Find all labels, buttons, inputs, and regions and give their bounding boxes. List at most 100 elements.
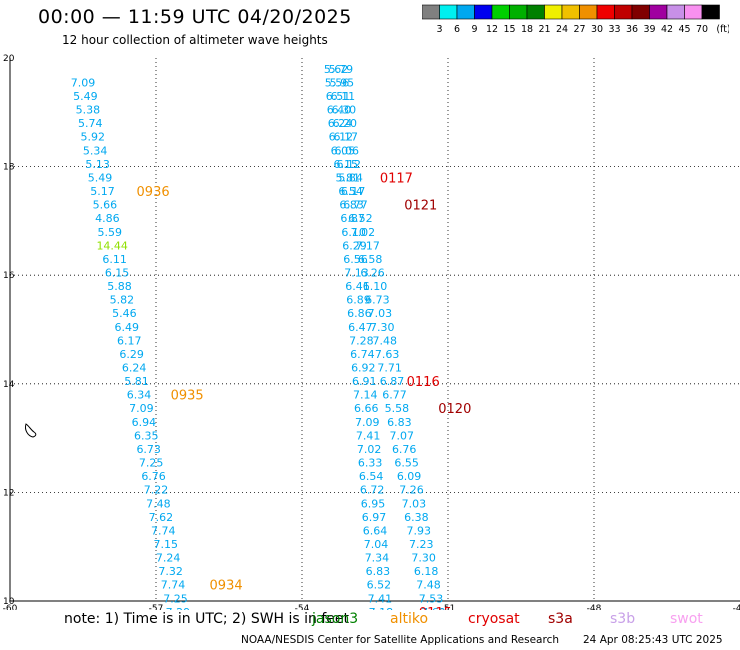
colorbar-label: 42 [661, 24, 673, 35]
island-outline [25, 423, 37, 438]
wave-height-label: 6.72 [360, 484, 385, 497]
pass-time-label: 0935 [171, 389, 204, 404]
wave-height-label: 6.17 [117, 334, 142, 347]
wave-height-label: 7.34 [365, 552, 390, 565]
wave-height-label: 6.56 [343, 253, 368, 266]
wave-height-label: 7.32 [158, 565, 183, 578]
wave-height-label: 7.48 [146, 497, 171, 510]
x-tick-label: -51 [441, 604, 456, 610]
colorbar-label: 30 [591, 24, 603, 35]
wave-height-map: -60-57-54-51-48-452018161412107.095.495.… [3, 54, 740, 610]
wave-height-label: 5.81 [124, 375, 149, 388]
wave-height-label: 6.52 [367, 579, 392, 592]
y-tick-label: 18 [3, 163, 15, 173]
wave-height-label: 6.77 [382, 389, 407, 402]
wave-height-label: 6.15 [334, 158, 359, 171]
wave-height-label: 6.83 [387, 416, 412, 429]
wave-height-label: 6.64 [363, 524, 388, 537]
wave-height-label: 7.53 [419, 592, 444, 605]
satellite-legend-s3a: s3a [548, 611, 573, 627]
wave-height-label: 5.95 [330, 76, 355, 89]
wave-height-label: 7.74 [151, 524, 176, 537]
wave-height-label: 5.74 [78, 117, 103, 130]
satellite-legend: jason3 altiko cryosat s3a s3b swot [300, 611, 740, 631]
wave-height-label: 6.94 [132, 416, 157, 429]
pass-time-label: 0936 [137, 185, 170, 200]
x-tick-label: -57 [149, 604, 164, 610]
wave-height-label: 7.07 [390, 429, 415, 442]
map-subtitle: 12 hour collection of altimeter wave hei… [62, 33, 328, 47]
colorbar-swatch [701, 4, 720, 20]
credit-line: NOAA/NESDIS Center for Satellite Applica… [241, 634, 559, 646]
wave-height-label: 5.62 [324, 63, 349, 76]
wave-height-label: 6.55 [394, 457, 419, 470]
wave-height-label: 7.62 [149, 511, 174, 524]
wave-height-label: 6.26 [360, 266, 385, 279]
footer-note: note: 1) Time is in UTC; 2) SWH is in fe… [64, 611, 350, 627]
wave-height-label: 5.81 [335, 171, 360, 184]
wave-height-label: 6.73 [365, 294, 390, 307]
y-tick-label: 16 [3, 271, 15, 281]
wave-height-label: 6.17 [334, 131, 359, 144]
wave-height-label: 6.73 [136, 443, 161, 456]
wave-height-label: 6.35 [134, 429, 159, 442]
colorbar-label: 3 [436, 24, 442, 35]
wave-height-label: 6.76 [141, 470, 166, 483]
wave-height-label: 6.97 [362, 511, 387, 524]
wave-height-label: 6.87 [340, 212, 365, 225]
wave-height-label: 5.49 [88, 171, 113, 184]
wave-height-label: 5.46 [112, 307, 137, 320]
wave-height-label: 5.38 [76, 104, 101, 117]
wave-height-label: 7.25 [163, 592, 188, 605]
x-tick-label: -54 [295, 604, 310, 610]
colorbar-unit: (ft) [716, 24, 729, 35]
wave-height-label: 6.24 [122, 362, 147, 375]
wave-height-label: 6.76 [392, 443, 417, 456]
wave-height-label: 5.17 [90, 185, 115, 198]
wave-height-label: 6.11 [102, 253, 127, 266]
y-tick-label: 10 [3, 597, 15, 607]
wave-height-label: 6.95 [361, 497, 386, 510]
wave-height-label: 6.10 [363, 280, 388, 293]
wave-height-label: 7.15 [153, 538, 178, 551]
wave-height-label: 7.30 [370, 321, 395, 334]
wave-height-label: 6.83 [339, 199, 364, 212]
colorbar-label: 36 [626, 24, 638, 35]
wave-height-label: 6.20 [333, 117, 358, 130]
wave-height-label: 6.51 [326, 90, 351, 103]
colorbar-label: 12 [486, 24, 498, 35]
pass-time-label: 0117 [380, 171, 413, 186]
wave-height-label: 6.54 [338, 185, 363, 198]
wave-height-label: 5.66 [93, 199, 118, 212]
wave-height-label: 5.13 [85, 158, 110, 171]
pass-time-label: 0116 [407, 375, 440, 390]
wave-height-label: 6.92 [351, 362, 376, 375]
y-tick-label: 14 [3, 380, 15, 390]
wave-height-label: 6.24 [328, 117, 353, 130]
colorbar-label: 9 [471, 24, 477, 35]
wave-height-label: 6.05 [331, 144, 356, 157]
wave-height-label: 7.18 [369, 606, 394, 610]
wave-height-label: 6.30 [332, 104, 357, 117]
wave-height-label: 6.47 [348, 321, 373, 334]
wave-height-label: 7.04 [364, 538, 389, 551]
wave-height-label: 6.34 [127, 389, 152, 402]
wave-height-label: 7.28 [349, 334, 374, 347]
wave-height-label: 7.30 [411, 552, 436, 565]
wave-height-label: 6.38 [404, 511, 429, 524]
colorbar-label: 45 [678, 24, 690, 35]
wave-height-label: 7.71 [377, 362, 402, 375]
wave-height-label: 6.58 [358, 253, 383, 266]
wave-height-label: 7.03 [368, 307, 393, 320]
wave-height-label: 14.44 [96, 239, 128, 252]
x-tick-label: -45 [733, 604, 740, 610]
wave-height-label: 7.13 [344, 266, 369, 279]
wave-height-label: 7.48 [416, 579, 441, 592]
satellite-legend-jason3: jason3 [312, 611, 359, 627]
colorbar-label: 6 [454, 24, 460, 35]
wave-height-label: 7.69 [421, 606, 446, 610]
wave-height-label: 6.49 [115, 321, 140, 334]
wave-height-label: 6.29 [119, 348, 144, 361]
wave-height-label: 5.79 [329, 63, 354, 76]
